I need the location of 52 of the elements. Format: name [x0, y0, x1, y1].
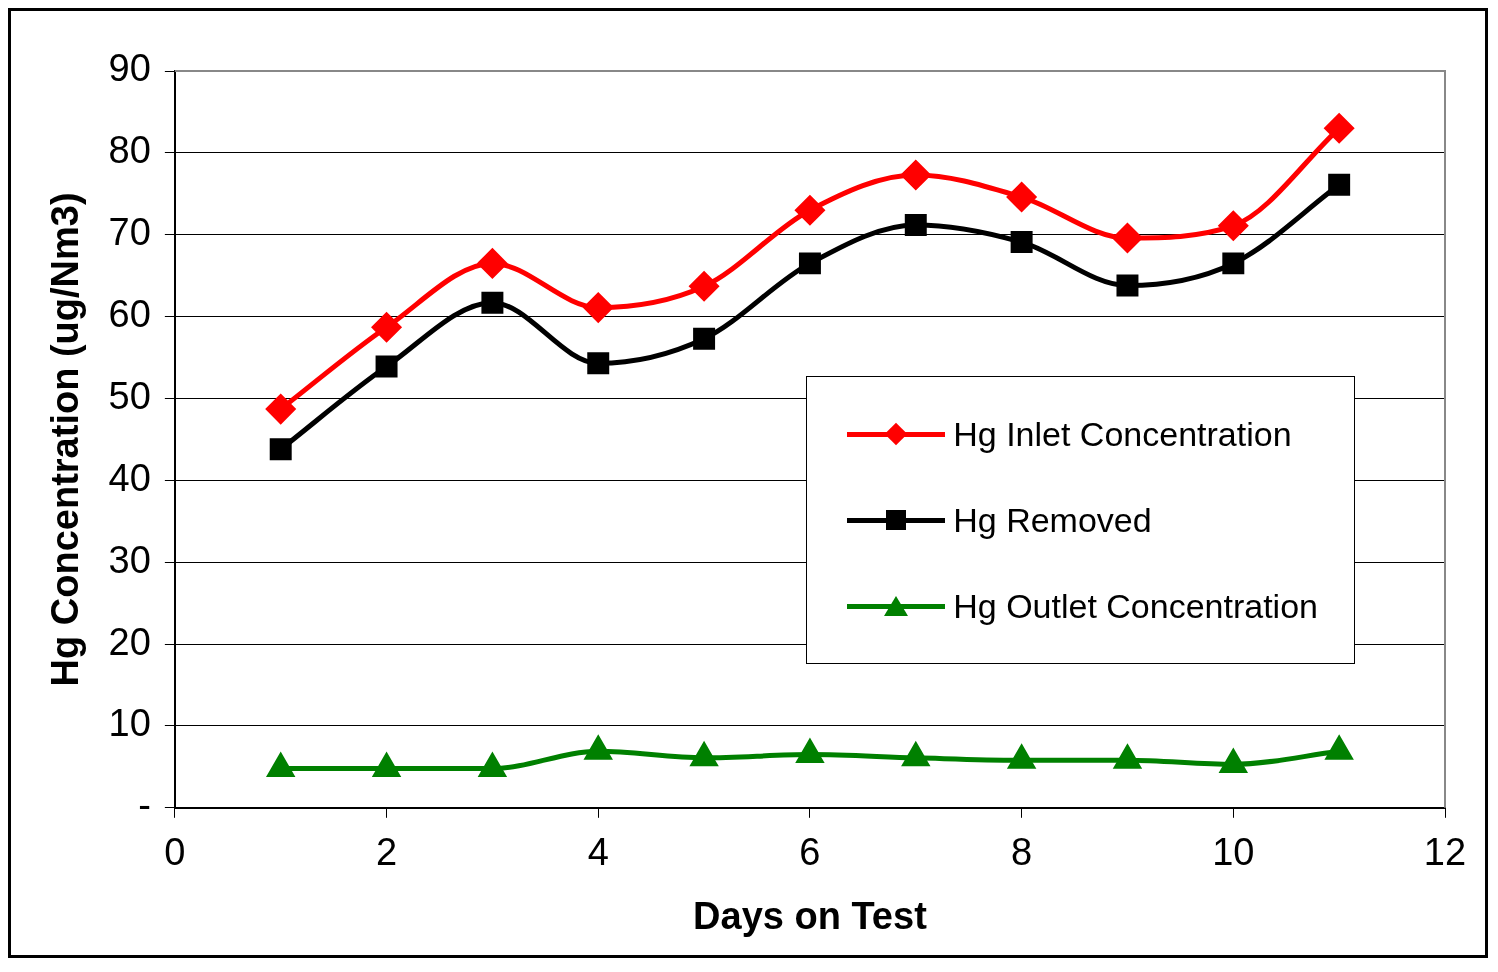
point: [1112, 223, 1142, 253]
y-tick-label: 70: [108, 211, 151, 254]
point: [904, 213, 927, 236]
point: [1222, 252, 1245, 275]
point: [587, 352, 610, 375]
y-axis-title: Hg Concentration (ug/Nm3): [44, 192, 87, 687]
x-tick-label: 0: [164, 831, 186, 874]
x-tick-label: 8: [1011, 831, 1033, 874]
x-tick-label: 12: [1423, 831, 1467, 874]
point: [583, 293, 613, 323]
y-tick-label: -: [138, 784, 151, 827]
y-tick-label: 30: [108, 538, 151, 581]
x-tick-label: 6: [799, 831, 821, 874]
point: [1007, 182, 1037, 212]
point: [1218, 211, 1248, 241]
y-tick-label: 90: [108, 47, 151, 90]
y-tick-label: 80: [108, 129, 151, 172]
x-tick-label: 4: [587, 831, 609, 874]
point: [1324, 734, 1354, 760]
x-tick-label: 2: [375, 831, 398, 874]
point: [375, 355, 398, 378]
x-axis-title: Days on Test: [693, 894, 928, 937]
point: [583, 734, 613, 760]
y-tick-label: 50: [108, 374, 151, 417]
point: [1116, 274, 1139, 297]
point: [1218, 747, 1248, 773]
legend-label: Hg Removed: [953, 500, 1152, 540]
point: [477, 248, 507, 278]
point: [795, 195, 825, 225]
point: [1324, 113, 1354, 143]
point: [477, 751, 507, 777]
point: [269, 438, 292, 461]
y-tick-label: 60: [108, 293, 151, 336]
x-tick-label: 10: [1212, 831, 1255, 874]
point: [266, 751, 296, 777]
y-tick-label: 20: [108, 620, 151, 663]
point: [1007, 743, 1037, 769]
legend-label: Hg Outlet Concentration: [953, 586, 1318, 626]
point: [693, 327, 716, 350]
point: [1010, 231, 1033, 254]
point: [798, 252, 821, 275]
point: [689, 271, 719, 301]
point: [372, 751, 402, 777]
point: [372, 312, 402, 342]
point: [481, 291, 504, 314]
point: [901, 160, 931, 190]
y-tick-label: 10: [108, 702, 151, 745]
point: [1328, 173, 1351, 196]
point: [1112, 743, 1142, 769]
point: [266, 394, 296, 424]
y-tick-label: 40: [108, 456, 151, 499]
legend-label: Hg Inlet Concentration: [953, 414, 1292, 454]
